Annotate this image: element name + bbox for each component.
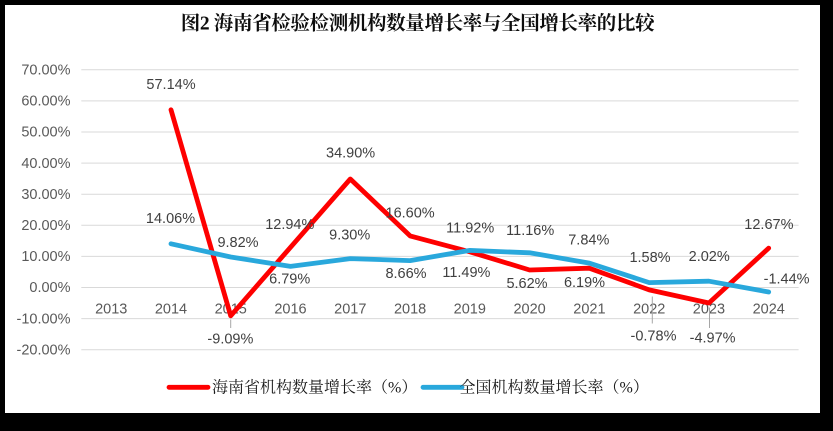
- svg-text:全国机构数量增长率（%）: 全国机构数量增长率（%）: [460, 375, 649, 398]
- svg-text:海南省机构数量增长率（%）: 海南省机构数量增长率（%）: [212, 375, 417, 398]
- svg-text:9.30%: 9.30%: [329, 227, 370, 243]
- svg-text:2.02%: 2.02%: [689, 249, 730, 265]
- svg-text:11.16%: 11.16%: [506, 223, 554, 239]
- svg-text:2019: 2019: [454, 301, 486, 317]
- svg-text:8.66%: 8.66%: [385, 266, 426, 282]
- svg-text:2016: 2016: [274, 301, 306, 317]
- svg-text:2020: 2020: [513, 301, 545, 317]
- svg-text:1.58%: 1.58%: [629, 250, 670, 266]
- svg-text:57.14%: 57.14%: [146, 77, 195, 93]
- svg-text:30.00%: 30.00%: [21, 187, 70, 203]
- svg-text:70.00%: 70.00%: [21, 63, 70, 79]
- svg-text:10.00%: 10.00%: [21, 249, 70, 265]
- svg-text:9.82%: 9.82%: [217, 235, 258, 251]
- svg-text:0.00%: 0.00%: [29, 280, 70, 296]
- svg-text:2013: 2013: [95, 301, 127, 317]
- svg-text:5.62%: 5.62%: [506, 276, 547, 292]
- svg-text:-10.00%: -10.00%: [16, 311, 70, 327]
- svg-text:2017: 2017: [334, 301, 366, 317]
- svg-text:34.90%: 34.90%: [326, 146, 375, 162]
- svg-text:60.00%: 60.00%: [21, 94, 70, 110]
- svg-text:2014: 2014: [155, 301, 187, 317]
- svg-text:40.00%: 40.00%: [21, 156, 70, 172]
- svg-text:2021: 2021: [573, 301, 605, 317]
- svg-text:16.60%: 16.60%: [386, 205, 435, 221]
- svg-text:12.94%: 12.94%: [265, 217, 314, 233]
- svg-text:11.92%: 11.92%: [446, 220, 494, 236]
- svg-text:2024: 2024: [753, 301, 785, 317]
- svg-text:11.49%: 11.49%: [442, 265, 490, 281]
- svg-text:-20.00%: -20.00%: [16, 342, 70, 358]
- svg-text:2023: 2023: [693, 301, 725, 317]
- svg-text:-4.97%: -4.97%: [690, 331, 736, 347]
- svg-text:14.06%: 14.06%: [146, 211, 195, 227]
- svg-text:2018: 2018: [394, 301, 426, 317]
- svg-text:7.84%: 7.84%: [568, 232, 609, 248]
- svg-text:图2 海南省检验检测机构数量增长率与全国增长率的比较: 图2 海南省检验检测机构数量增长率与全国增长率的比较: [181, 8, 656, 36]
- svg-text:12.67%: 12.67%: [744, 217, 793, 233]
- svg-text:2022: 2022: [633, 301, 665, 317]
- svg-text:50.00%: 50.00%: [21, 125, 70, 141]
- svg-text:6.79%: 6.79%: [269, 272, 310, 288]
- svg-text:-1.44%: -1.44%: [764, 272, 810, 288]
- svg-text:6.19%: 6.19%: [564, 275, 605, 291]
- svg-text:-9.09%: -9.09%: [207, 332, 253, 348]
- svg-text:20.00%: 20.00%: [21, 218, 70, 234]
- svg-text:-0.78%: -0.78%: [631, 328, 677, 344]
